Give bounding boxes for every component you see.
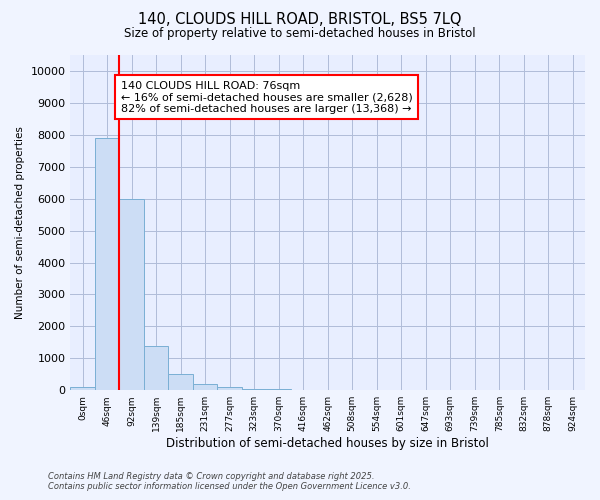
Text: Size of property relative to semi-detached houses in Bristol: Size of property relative to semi-detach… — [124, 28, 476, 40]
Y-axis label: Number of semi-detached properties: Number of semi-detached properties — [15, 126, 25, 319]
Bar — [242, 388, 266, 390]
Text: 140 CLOUDS HILL ROAD: 76sqm
← 16% of semi-detached houses are smaller (2,628)
82: 140 CLOUDS HILL ROAD: 76sqm ← 16% of sem… — [121, 80, 412, 114]
Bar — [144, 346, 169, 390]
Bar — [266, 389, 291, 390]
Bar — [217, 387, 242, 390]
Bar — [70, 387, 95, 390]
Text: Contains HM Land Registry data © Crown copyright and database right 2025.
Contai: Contains HM Land Registry data © Crown c… — [48, 472, 411, 491]
Bar — [169, 374, 193, 390]
Bar — [193, 384, 217, 390]
X-axis label: Distribution of semi-detached houses by size in Bristol: Distribution of semi-detached houses by … — [166, 437, 489, 450]
Bar — [119, 198, 144, 390]
Bar — [95, 138, 119, 390]
Text: 140, CLOUDS HILL ROAD, BRISTOL, BS5 7LQ: 140, CLOUDS HILL ROAD, BRISTOL, BS5 7LQ — [138, 12, 462, 28]
